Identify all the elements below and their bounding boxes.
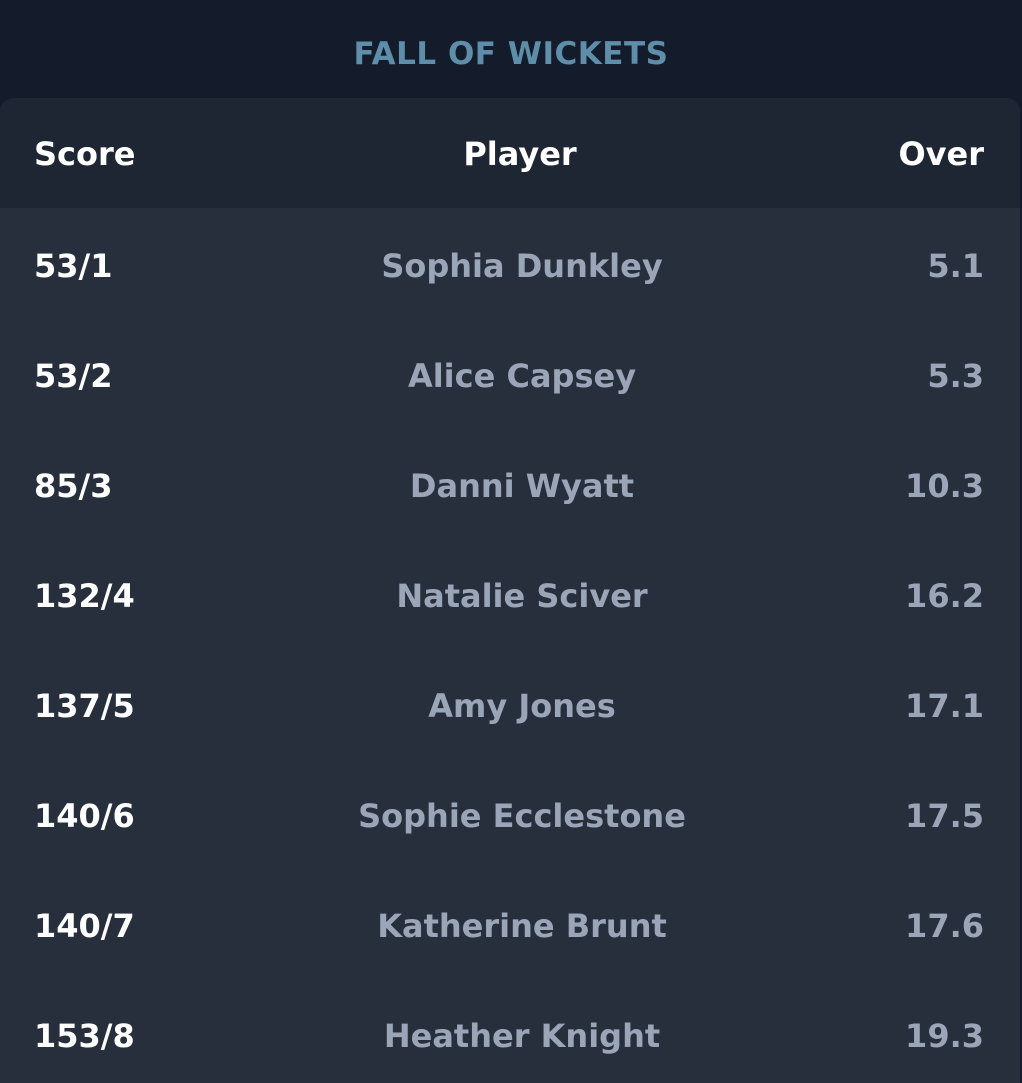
wicket-over: 16.2 [905, 577, 984, 615]
table-row: 153/8 Heather Knight 19.3 [0, 978, 1020, 1083]
column-header-player: Player [463, 135, 577, 173]
table-header: Score Player Over [0, 98, 1020, 208]
wicket-over: 19.3 [905, 1017, 984, 1055]
wicket-score: 53/2 [34, 357, 113, 395]
table-row: 140/7 Katherine Brunt 17.6 [0, 868, 1020, 978]
player-name[interactable]: Natalie Sciver [396, 577, 648, 615]
player-name[interactable]: Sophie Ecclestone [358, 797, 686, 835]
wicket-over: 17.1 [905, 687, 984, 725]
wicket-score: 140/7 [34, 907, 135, 945]
wicket-over: 17.6 [905, 907, 984, 945]
wicket-score: 153/8 [34, 1017, 135, 1055]
wicket-over: 17.5 [905, 797, 984, 835]
player-name[interactable]: Alice Capsey [407, 357, 637, 395]
player-name[interactable]: Heather Knight [383, 1017, 661, 1055]
table-row: 137/5 Amy Jones 17.1 [0, 648, 1020, 758]
wicket-score: 53/1 [34, 247, 113, 285]
column-header-over: Over [898, 135, 984, 173]
table-row: 140/6 Sophie Ecclestone 17.5 [0, 758, 1020, 868]
section-title: FALL OF WICKETS [353, 36, 669, 72]
wicket-over: 5.3 [927, 357, 984, 395]
table-row: 85/3 Danni Wyatt 10.3 [0, 428, 1020, 538]
table-row: 53/2 Alice Capsey 5.3 [0, 318, 1020, 428]
wicket-over: 5.1 [927, 247, 984, 285]
player-name[interactable]: Katherine Brunt [377, 907, 667, 945]
table-row: 132/4 Natalie Sciver 16.2 [0, 538, 1020, 648]
wicket-score: 85/3 [34, 467, 113, 505]
wicket-score: 137/5 [34, 687, 135, 725]
player-name[interactable]: Amy Jones [428, 687, 616, 725]
player-name[interactable]: Sophia Dunkley [381, 247, 663, 285]
player-name[interactable]: Danni Wyatt [409, 467, 635, 505]
wicket-over: 10.3 [905, 467, 984, 505]
wicket-score: 140/6 [34, 797, 135, 835]
column-header-score: Score [34, 135, 136, 173]
table-row: 53/1 Sophia Dunkley 5.1 [0, 208, 1020, 318]
wicket-score: 132/4 [34, 577, 135, 615]
fall-of-wickets-table: Score Player Over 53/1 Sophia Dunkley 5.… [0, 98, 1020, 1083]
